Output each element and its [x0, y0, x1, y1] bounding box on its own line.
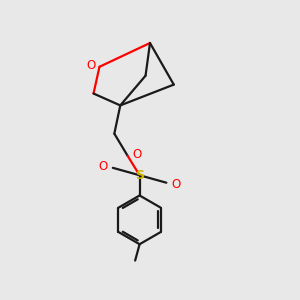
- Text: O: O: [99, 160, 108, 173]
- Text: S: S: [135, 169, 144, 182]
- Text: O: O: [171, 178, 181, 191]
- Text: O: O: [133, 148, 142, 161]
- Text: O: O: [86, 59, 96, 72]
